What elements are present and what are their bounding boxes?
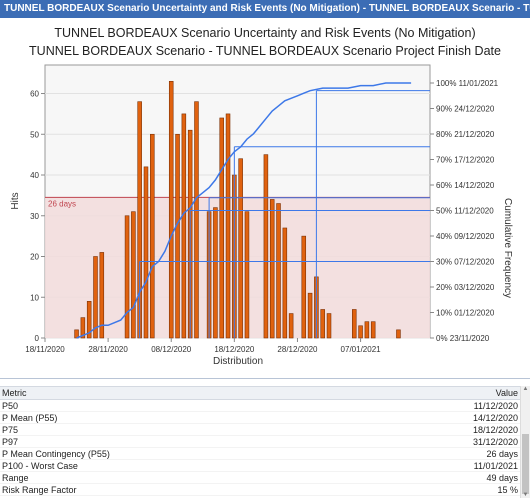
histogram-bar bbox=[213, 207, 218, 339]
metric-cell: P50 bbox=[2, 401, 19, 411]
x-tick-label: 18/11/2020 bbox=[25, 345, 65, 354]
histogram-bar bbox=[150, 133, 155, 339]
value-cell: 11/12/2020 bbox=[473, 401, 518, 411]
y2-tick-label: 80% 21/12/2020 bbox=[436, 130, 495, 139]
histogram-bar bbox=[263, 154, 269, 339]
table-row[interactable]: Risk Range Factor 15 % bbox=[0, 484, 530, 496]
histogram-bar bbox=[307, 292, 313, 339]
histogram-bar bbox=[143, 166, 149, 339]
table-row[interactable]: P75 18/12/2020 bbox=[0, 424, 530, 436]
table-scrollbar[interactable]: ▲ ▼ bbox=[520, 386, 530, 498]
distribution-chart: 26 days 0 10 20 30 40 50 60 0% 23/11/2020 10% 01… bbox=[10, 64, 513, 367]
histogram-bar bbox=[86, 301, 92, 339]
y-tick-label: 10 bbox=[30, 293, 39, 302]
contingency-band bbox=[45, 197, 430, 338]
histogram-bar bbox=[320, 309, 325, 339]
metric-cell: P Mean (P55) bbox=[2, 413, 58, 423]
y2-tick-label: 20% 03/12/2020 bbox=[436, 283, 495, 292]
histogram-bar bbox=[80, 317, 86, 339]
histogram-bar bbox=[276, 203, 281, 339]
contingency-label: 26 days bbox=[48, 199, 76, 208]
histogram-bar bbox=[352, 309, 357, 339]
cumulative-frequency-line bbox=[76, 82, 412, 339]
histogram-bar bbox=[282, 227, 288, 339]
table-header: Metric Value bbox=[0, 386, 530, 400]
histogram-bar bbox=[175, 133, 180, 339]
y2-tick-label: 90% 24/12/2020 bbox=[436, 105, 495, 114]
histogram-bar bbox=[301, 235, 307, 339]
histogram-bar bbox=[168, 80, 174, 339]
value-cell: 15 % bbox=[497, 485, 518, 495]
histogram-bar bbox=[93, 256, 98, 339]
column-header-value[interactable]: Value bbox=[495, 388, 518, 398]
x-tick-label: 18/12/2020 bbox=[214, 345, 255, 354]
value-cell: 26 days bbox=[486, 449, 518, 459]
chart-title: TUNNEL BORDEAUX Scenario Uncertainty and… bbox=[54, 26, 476, 40]
y2-tick-label: 0% 23/11/2020 bbox=[436, 334, 490, 343]
metric-cell: P Mean Contingency (P55) bbox=[2, 449, 110, 459]
table-row[interactable]: Range 49 days bbox=[0, 472, 530, 484]
histogram-bar bbox=[288, 313, 294, 339]
metric-cell: P75 bbox=[2, 425, 19, 435]
y2-tick-label: 10% 01/12/2020 bbox=[436, 309, 495, 318]
histogram-bar bbox=[124, 215, 130, 339]
table-row[interactable]: P100 - Worst Case 11/01/2021 bbox=[0, 460, 530, 472]
histogram-bar bbox=[244, 211, 250, 339]
metric-cell: Risk Range Factor bbox=[2, 485, 77, 495]
y-tick-label: 60 bbox=[30, 90, 39, 99]
panel-divider bbox=[0, 378, 530, 379]
y2-tick-label: 50% 11/12/2020 bbox=[436, 207, 494, 216]
value-cell: 31/12/2020 bbox=[472, 437, 518, 447]
histogram-bar bbox=[99, 252, 105, 339]
y2-axis-label: Cumulative Frequency bbox=[502, 198, 513, 298]
y-axis-label: Hits bbox=[10, 192, 21, 209]
chart-subtitle: TUNNEL BORDEAUX Scenario - TUNNEL BORDEA… bbox=[29, 44, 501, 58]
metrics-table: Metric Value P50 11/12/2020 P Mean (P55) 14… bbox=[0, 386, 530, 496]
x-tick-label: 28/11/2020 bbox=[88, 345, 128, 354]
value-cell: 49 days bbox=[486, 473, 518, 483]
metric-cell: P97 bbox=[2, 437, 19, 447]
x-tick-label: 08/12/2020 bbox=[151, 345, 192, 354]
scroll-down-icon[interactable]: ▼ bbox=[522, 492, 529, 498]
histogram-bar bbox=[181, 113, 187, 339]
y2-tick-label: 60% 14/12/2020 bbox=[436, 181, 495, 190]
y2-tick-label: 40% 09/12/2020 bbox=[436, 232, 495, 241]
x-axis-label: Distribution bbox=[213, 356, 263, 367]
scroll-up-icon[interactable]: ▲ bbox=[522, 386, 529, 392]
value-cell: 18/12/2020 bbox=[472, 425, 518, 435]
y2-tick-label: 30% 07/12/2020 bbox=[436, 258, 495, 267]
histogram-bar bbox=[364, 321, 370, 339]
histogram-bar bbox=[74, 329, 79, 339]
scroll-thumb[interactable] bbox=[522, 434, 529, 494]
histogram-bar bbox=[396, 329, 401, 339]
column-header-metric[interactable]: Metric bbox=[2, 388, 27, 398]
y-tick-label: 50 bbox=[30, 130, 39, 139]
value-cell: 14/12/2020 bbox=[472, 413, 518, 423]
table-row[interactable]: P Mean (P55) 14/12/2020 bbox=[0, 412, 530, 424]
y-tick-label: 30 bbox=[30, 212, 39, 221]
histogram-bar bbox=[326, 313, 332, 339]
histogram-bar bbox=[370, 321, 376, 339]
window-title: TUNNEL BORDEAUX Scenario Uncertainty and… bbox=[0, 0, 530, 18]
y-tick-label: 0 bbox=[35, 334, 40, 343]
x-tick-label: 28/12/2020 bbox=[277, 345, 318, 354]
metric-cell: P100 - Worst Case bbox=[2, 461, 78, 471]
y-tick-label: 40 bbox=[30, 171, 39, 180]
histogram-bar bbox=[269, 199, 275, 339]
table-row[interactable]: P50 11/12/2020 bbox=[0, 400, 530, 412]
metric-cell: Range bbox=[2, 473, 29, 483]
table-row[interactable]: P97 31/12/2020 bbox=[0, 436, 530, 448]
histogram-bar bbox=[194, 101, 199, 339]
y-tick-label: 20 bbox=[30, 253, 39, 262]
histogram-bar bbox=[238, 158, 243, 339]
histogram-bar bbox=[131, 211, 136, 339]
y2-tick-label: 100% 11/01/2021 bbox=[436, 79, 499, 88]
histogram-bar bbox=[358, 325, 363, 339]
y2-tick-label: 70% 17/12/2020 bbox=[436, 156, 495, 165]
value-cell: 11/01/2021 bbox=[473, 461, 518, 471]
table-row[interactable]: P Mean Contingency (P55) 26 days bbox=[0, 448, 530, 460]
histogram-bar bbox=[219, 117, 224, 339]
x-tick-label: 07/01/2021 bbox=[341, 345, 382, 354]
histogram-bar bbox=[225, 113, 231, 339]
